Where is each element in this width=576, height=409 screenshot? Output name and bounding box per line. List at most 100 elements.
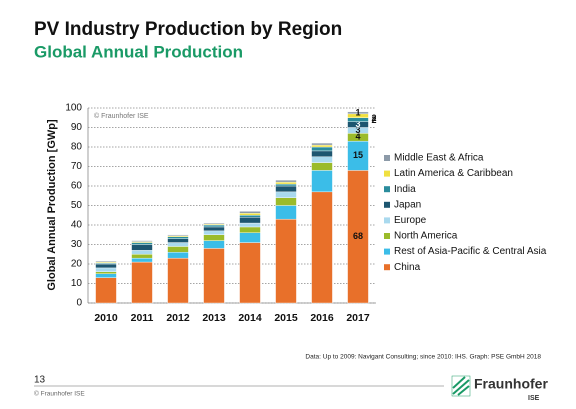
bar-segment xyxy=(131,242,153,245)
legend-label: Rest of Asia-Pacific & Central Asia xyxy=(394,246,547,257)
logo-subtext: ISE xyxy=(528,395,540,402)
y-tick-label: 90 xyxy=(71,122,83,133)
bar-segment xyxy=(203,222,225,225)
bar-segment xyxy=(95,267,117,272)
bar-segment xyxy=(239,216,261,224)
x-tick-label: 2010 xyxy=(94,312,118,324)
legend-swatch xyxy=(384,155,390,161)
bar-segment xyxy=(239,226,261,233)
data-label: 2 xyxy=(371,115,376,125)
bar-segment xyxy=(275,218,297,304)
watermark: © Fraunhofer ISE xyxy=(94,112,149,120)
data-label: 68 xyxy=(353,231,363,241)
y-tick-label: 60 xyxy=(71,181,83,192)
bar-segment xyxy=(239,232,261,243)
legend-swatch xyxy=(384,248,390,255)
bar-segment xyxy=(239,215,261,218)
legend-swatch xyxy=(384,201,390,208)
legend-label: Middle East & Africa xyxy=(394,153,484,164)
footer-copyright: © Fraunhofer ISE xyxy=(34,390,85,398)
bar-segment xyxy=(167,242,189,247)
bar-segment xyxy=(131,257,153,263)
bar-segment xyxy=(311,142,333,146)
bar-segment xyxy=(95,277,117,304)
bar-segment xyxy=(239,211,261,214)
legend-label: Latin America & Caribbean xyxy=(394,168,513,179)
bar-segment xyxy=(203,226,225,232)
x-tick-label: 2013 xyxy=(202,312,226,324)
bar-segment xyxy=(131,261,153,304)
bar-segment xyxy=(95,260,117,263)
bar-segment xyxy=(275,185,297,193)
y-tick-label: 80 xyxy=(71,142,83,153)
bar-segment xyxy=(167,257,189,304)
logo-icon xyxy=(451,375,471,397)
bar-segment xyxy=(167,234,189,236)
legend-swatch xyxy=(384,233,390,239)
bar-segment xyxy=(311,191,333,304)
x-tick-label: 2011 xyxy=(131,312,154,324)
bar-segment xyxy=(239,222,261,228)
y-tick-label: 0 xyxy=(76,298,82,309)
bar-segment xyxy=(203,240,225,249)
bar-segment xyxy=(275,183,297,187)
data-label: 3 xyxy=(355,125,360,135)
y-tick-label: 100 xyxy=(65,103,82,114)
bar-segment xyxy=(95,273,117,278)
x-tick-label: 2017 xyxy=(346,312,370,324)
legend-swatch xyxy=(384,217,390,224)
x-tick-label: 2014 xyxy=(238,312,262,324)
legend-label: North America xyxy=(394,231,458,242)
legend-label: China xyxy=(394,262,421,273)
y-tick-label: 10 xyxy=(71,278,83,289)
bar-segment xyxy=(203,234,225,241)
bar-segment xyxy=(203,230,225,235)
page-number: 13 xyxy=(34,375,46,386)
bar-segment xyxy=(275,181,297,185)
x-tick-label: 2016 xyxy=(310,312,334,324)
data-label: 15 xyxy=(353,150,363,160)
legend-swatch xyxy=(384,264,390,271)
bar-segment xyxy=(239,242,261,304)
bar-segment xyxy=(311,144,333,148)
chart-subtitle: Global Annual Production xyxy=(34,42,243,61)
chart-title: PV Industry Production by Region xyxy=(34,19,342,40)
bar-segment xyxy=(203,224,225,228)
bar-segment xyxy=(167,246,189,253)
bar-segment xyxy=(167,252,189,259)
bar-segment xyxy=(275,179,297,183)
bar-segment xyxy=(347,117,369,122)
bar-segment xyxy=(95,271,117,274)
legend-label: Europe xyxy=(394,215,427,226)
bar-segment xyxy=(275,191,297,198)
x-tick-label: 2012 xyxy=(166,312,190,324)
y-tick-label: 20 xyxy=(71,259,83,270)
bar-segment xyxy=(131,254,153,259)
data-label: 3 xyxy=(355,119,360,129)
y-tick-label: 40 xyxy=(71,220,83,231)
legend-swatch xyxy=(384,170,390,177)
bar-segment xyxy=(311,146,333,152)
bar-segment xyxy=(167,236,189,239)
bar-segment xyxy=(311,170,333,193)
bar-segment xyxy=(95,263,117,269)
bar-segment xyxy=(311,150,333,157)
legend-label: Japan xyxy=(394,199,421,210)
x-tick-label: 2015 xyxy=(274,312,298,324)
bar-segment xyxy=(131,240,153,242)
legend-swatch xyxy=(384,186,390,193)
data-label: 2 xyxy=(371,113,376,123)
bar-segment xyxy=(203,248,225,304)
data-label: 4 xyxy=(355,132,360,142)
bar-segment xyxy=(275,197,297,206)
bar-segment xyxy=(167,238,189,243)
bar-segment xyxy=(131,250,153,255)
y-tick-label: 70 xyxy=(71,161,83,172)
data-label: 1 xyxy=(355,107,360,117)
y-tick-label: 50 xyxy=(71,200,83,211)
source-note: Data: Up to 2009: Navigant Consulting; s… xyxy=(305,354,541,361)
bar-segment xyxy=(239,213,261,216)
bar-segment xyxy=(311,162,333,171)
bar-segment xyxy=(275,205,297,220)
